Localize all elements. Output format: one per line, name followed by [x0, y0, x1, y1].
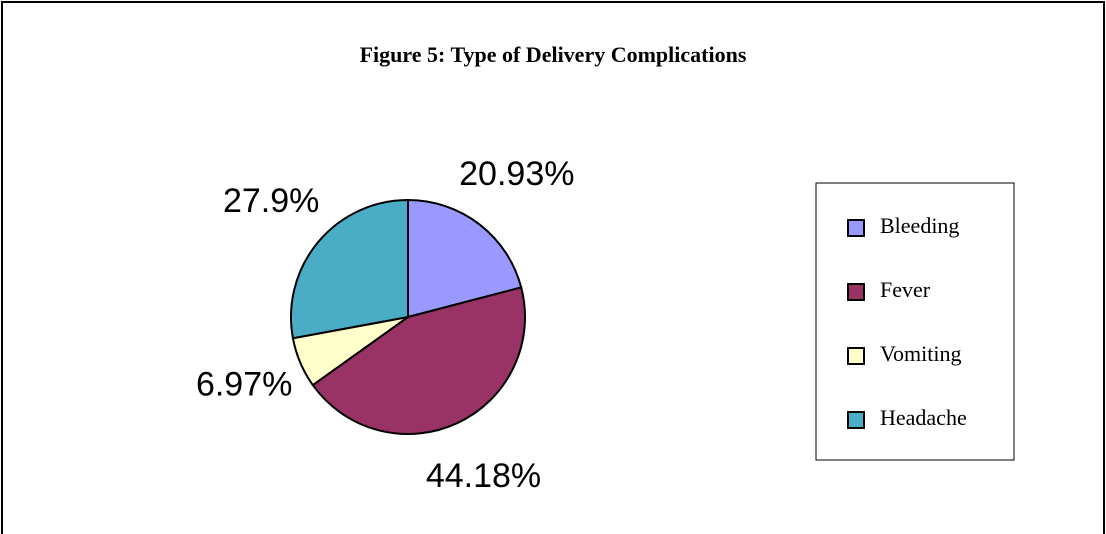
data-label: 6.97% — [196, 366, 292, 404]
legend-label: Fever — [880, 277, 931, 302]
data-label: 44.18% — [426, 457, 541, 495]
data-label: 27.9% — [223, 182, 319, 220]
legend-label: Bleeding — [880, 213, 959, 238]
legend-swatch — [847, 219, 865, 237]
pie-slice — [407, 198, 523, 319]
legend-label: Headache — [880, 405, 967, 430]
legend-label: Vomiting — [880, 341, 962, 366]
legend-swatch — [847, 347, 865, 365]
legend-swatch — [847, 411, 865, 429]
legend-swatch — [847, 283, 865, 301]
pie-slice — [311, 286, 526, 435]
data-label: 20.93% — [459, 155, 574, 193]
pie-slice — [290, 198, 409, 340]
chart-title: Figure 5: Type of Delivery Complications — [360, 42, 747, 67]
